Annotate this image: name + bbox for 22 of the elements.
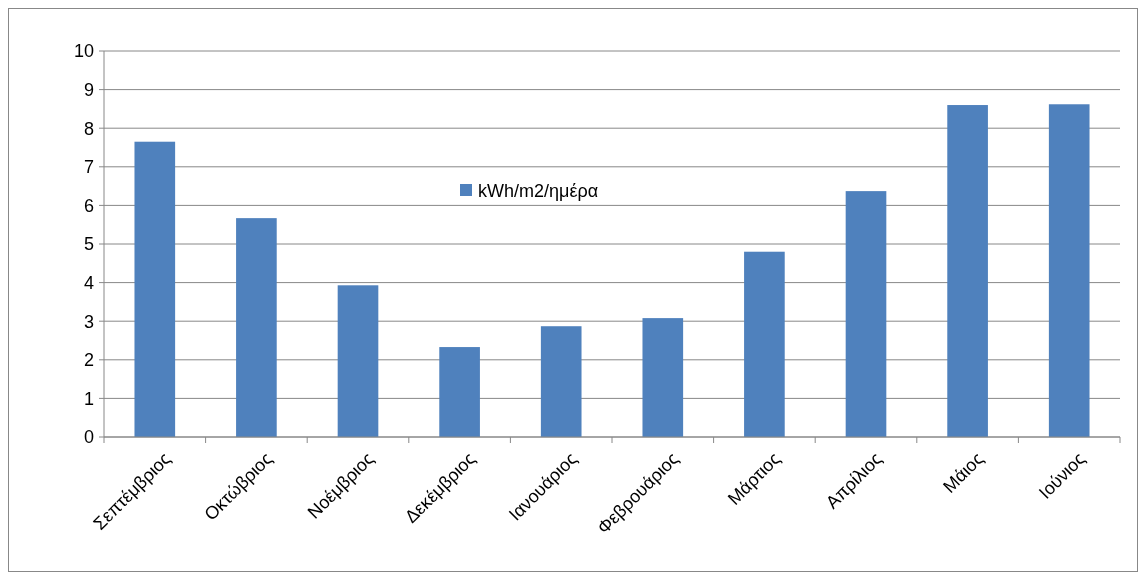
- y-tick-label: 5: [83, 234, 94, 255]
- bar: [236, 218, 277, 437]
- bar: [540, 326, 582, 437]
- bar: [744, 251, 785, 437]
- legend-label: kWh/m2/ημέρα: [478, 181, 599, 202]
- bar: [337, 285, 379, 437]
- bar: [642, 318, 684, 437]
- y-tick-label: 10: [73, 41, 94, 62]
- y-tick-label: 7: [83, 157, 94, 178]
- bar: [845, 191, 887, 437]
- y-tick-label: 2: [83, 350, 94, 371]
- y-tick-label: 4: [83, 272, 94, 293]
- y-tick-label: 0: [83, 427, 94, 448]
- y-tick-label: 6: [83, 195, 94, 216]
- y-tick-label: 3: [83, 311, 94, 332]
- bar: [439, 347, 480, 437]
- y-tick-label: 8: [83, 118, 94, 139]
- bar: [1048, 104, 1090, 437]
- y-tick-label: 1: [83, 388, 94, 409]
- y-tick-label: 9: [83, 79, 94, 100]
- bar: [947, 105, 988, 437]
- bar: [134, 141, 176, 437]
